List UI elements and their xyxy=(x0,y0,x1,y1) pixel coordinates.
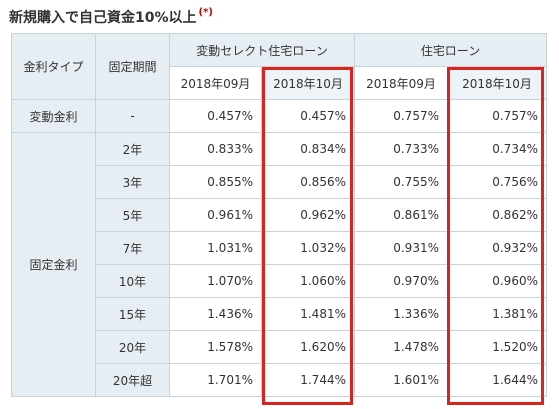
period-cell: 5年 xyxy=(95,198,170,232)
rate-cell: 0.862% xyxy=(447,198,547,232)
rate-cell: 0.834% xyxy=(261,132,355,166)
table-row: 固定金利 2年 0.833% 0.834% 0.733% 0.734% xyxy=(11,132,547,397)
interest-rate-table: 金利タイプ 固定期間 変動セレクト住宅ローン 住宅ローン 2018年09月 20… xyxy=(11,33,547,397)
rate-cell: 1.578% xyxy=(169,330,262,364)
page-title-text: 新規購入で自己資金10%以上 xyxy=(9,10,197,26)
period-cell: 2年 xyxy=(95,132,170,166)
rate-cell: 1.644% xyxy=(447,363,547,397)
header-fixed-period: 固定期間 xyxy=(95,33,170,100)
rate-cell: 0.932% xyxy=(447,231,547,265)
table-row: 変動金利 - 0.457% 0.457% 0.757% 0.757% xyxy=(11,99,547,133)
rate-cell: 0.961% xyxy=(169,198,262,232)
rate-cell: 1.601% xyxy=(354,363,448,397)
rate-cell: 0.962% xyxy=(261,198,355,232)
rate-cell: 1.701% xyxy=(169,363,262,397)
period-cell: 15年 xyxy=(95,297,170,331)
page-title: 新規購入で自己資金10%以上 (*) xyxy=(9,7,213,27)
header-group-home-loan: 住宅ローン xyxy=(354,33,547,67)
rate-cell: 1.060% xyxy=(261,264,355,298)
table-row: 3年 0.855% 0.856% 0.755% 0.756% xyxy=(12,165,547,199)
rate-cell: 0.833% xyxy=(169,132,262,166)
header-row-2: 2018年09月 2018年10月 2018年09月 2018年10月 xyxy=(12,66,547,100)
table-row: 5年 0.961% 0.962% 0.861% 0.862% xyxy=(12,198,547,232)
header-group-variable-select: 変動セレクト住宅ローン xyxy=(169,33,355,67)
period-cell: 10年 xyxy=(95,264,170,298)
rate-cell: 1.620% xyxy=(261,330,355,364)
table-row: 20年 1.578% 1.620% 1.478% 1.520% xyxy=(12,330,547,364)
period-cell: 20年 xyxy=(95,330,170,364)
rate-cell: 0.855% xyxy=(169,165,262,199)
header-month: 2018年10月 xyxy=(261,66,355,100)
rate-cell: 1.032% xyxy=(261,231,355,265)
rate-cell: 0.457% xyxy=(169,99,262,133)
rate-cell: 1.381% xyxy=(447,297,547,331)
rate-cell: 0.861% xyxy=(354,198,448,232)
note-mark: (*) xyxy=(198,7,213,18)
table-row: 15年 1.436% 1.481% 1.336% 1.381% xyxy=(12,297,547,331)
table-row: 10年 1.070% 1.060% 0.970% 0.960% xyxy=(12,264,547,298)
period-cell: 7年 xyxy=(95,231,170,265)
rate-cell: 0.970% xyxy=(354,264,448,298)
rate-cell: 1.478% xyxy=(354,330,448,364)
rate-cell: 0.756% xyxy=(447,165,547,199)
rate-cell: 0.757% xyxy=(354,99,448,133)
rate-cell: 1.336% xyxy=(354,297,448,331)
rate-cell: 1.520% xyxy=(447,330,547,364)
rate-cell: 0.931% xyxy=(354,231,448,265)
rate-cell: 0.457% xyxy=(261,99,355,133)
table-row: 7年 1.031% 1.032% 0.931% 0.932% xyxy=(12,231,547,265)
header-row-1: 金利タイプ 固定期間 変動セレクト住宅ローン 住宅ローン xyxy=(11,33,547,100)
header-month: 2018年09月 xyxy=(354,66,448,100)
rate-cell: 0.757% xyxy=(447,99,547,133)
rate-cell: 0.733% xyxy=(354,132,448,166)
rate-cell: 0.960% xyxy=(447,264,547,298)
rate-cell: 0.755% xyxy=(354,165,448,199)
header-month: 2018年09月 xyxy=(169,66,262,100)
rate-type-fixed: 固定金利 xyxy=(11,132,96,397)
table-row: 20年超 1.701% 1.744% 1.601% 1.644% xyxy=(12,363,547,397)
period-cell: 20年超 xyxy=(95,363,170,397)
rate-cell: 1.070% xyxy=(169,264,262,298)
rate-cell: 1.481% xyxy=(261,297,355,331)
rate-cell: 1.031% xyxy=(169,231,262,265)
rate-cell: 0.734% xyxy=(447,132,547,166)
rate-type-variable: 変動金利 xyxy=(11,99,96,133)
rate-cell: 1.744% xyxy=(261,363,355,397)
period-cell: 3年 xyxy=(95,165,170,199)
rate-cell: 1.436% xyxy=(169,297,262,331)
period-cell: - xyxy=(95,99,170,133)
header-rate-type: 金利タイプ xyxy=(11,33,96,100)
rate-cell: 0.856% xyxy=(261,165,355,199)
header-month: 2018年10月 xyxy=(447,66,547,100)
